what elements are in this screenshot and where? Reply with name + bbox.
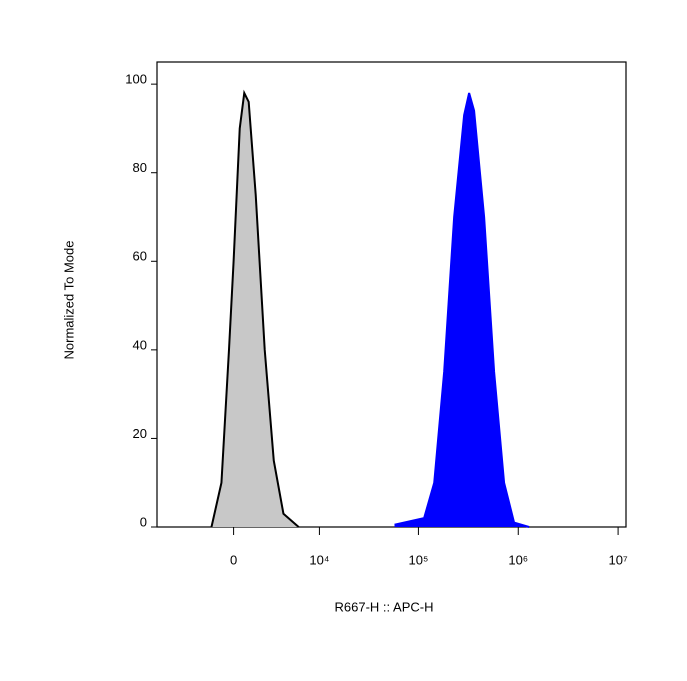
histogram-area <box>211 93 299 527</box>
y-tick-label: 80 <box>133 160 147 175</box>
x-tick-label: 0 <box>230 552 237 567</box>
x-tick-label: 10⁵ <box>408 552 428 567</box>
x-tick-label: 10⁴ <box>309 552 329 567</box>
y-tick-label: 100 <box>125 72 147 87</box>
histogram-line <box>394 92 530 528</box>
plot-frame <box>156 61 627 528</box>
y-axis-label: Normalized To Mode <box>61 241 76 360</box>
x-tick-label: 10⁶ <box>508 552 528 567</box>
histogram-line <box>210 89 300 528</box>
y-tick-label: 40 <box>133 337 147 352</box>
y-tick-label: 20 <box>133 426 147 441</box>
x-tick-label: 10⁷ <box>609 552 628 567</box>
x-axis-label: R667-H :: APC-H <box>335 599 434 614</box>
y-tick-label: 0 <box>140 514 147 529</box>
y-tick-label: 60 <box>133 249 147 264</box>
histogram-area <box>394 93 530 527</box>
